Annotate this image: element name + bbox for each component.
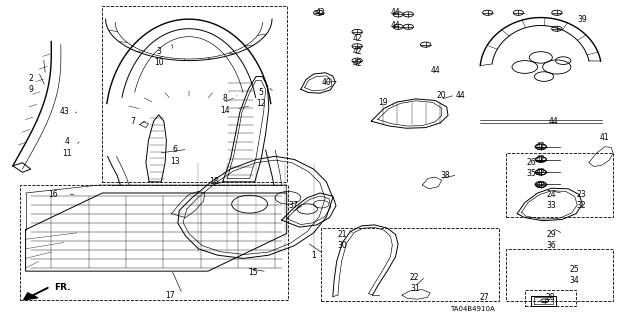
Text: 36: 36 bbox=[547, 241, 557, 250]
Text: 7: 7 bbox=[130, 117, 135, 126]
Text: 26: 26 bbox=[526, 158, 536, 167]
Text: 38: 38 bbox=[440, 171, 450, 180]
Text: 42: 42 bbox=[536, 155, 546, 164]
Bar bbox=[506, 249, 613, 301]
Text: TA04B4910A: TA04B4910A bbox=[450, 307, 495, 312]
Text: 21: 21 bbox=[338, 230, 347, 239]
Text: 22: 22 bbox=[410, 273, 419, 282]
Text: 12: 12 bbox=[257, 99, 266, 108]
Text: 19: 19 bbox=[378, 98, 388, 107]
Text: 3: 3 bbox=[156, 47, 161, 56]
Text: 44: 44 bbox=[390, 21, 401, 30]
Text: 32: 32 bbox=[576, 201, 586, 210]
Text: 37: 37 bbox=[288, 201, 298, 210]
Text: 16: 16 bbox=[48, 190, 58, 199]
Text: 29: 29 bbox=[547, 230, 557, 239]
Text: 39: 39 bbox=[577, 15, 588, 24]
Text: 41: 41 bbox=[600, 133, 610, 142]
Text: 10: 10 bbox=[154, 58, 164, 67]
Text: 34: 34 bbox=[570, 276, 580, 285]
Text: 17: 17 bbox=[164, 291, 175, 300]
Text: 6: 6 bbox=[172, 145, 177, 154]
Text: 42: 42 bbox=[352, 34, 362, 43]
Text: 18: 18 bbox=[210, 177, 219, 186]
Bar bbox=[102, 6, 287, 182]
Text: 15: 15 bbox=[248, 268, 258, 277]
Text: 33: 33 bbox=[547, 201, 557, 210]
Text: 40: 40 bbox=[321, 78, 332, 87]
Text: 43: 43 bbox=[59, 107, 69, 116]
Text: 42: 42 bbox=[352, 47, 362, 56]
Text: 35: 35 bbox=[526, 169, 536, 178]
Text: 44: 44 bbox=[456, 91, 466, 100]
Text: 28: 28 bbox=[546, 293, 555, 302]
Text: FR.: FR. bbox=[54, 283, 71, 292]
Text: 44: 44 bbox=[430, 66, 440, 75]
Bar bbox=[20, 185, 288, 300]
Text: 24: 24 bbox=[547, 190, 557, 199]
Bar bbox=[525, 290, 576, 306]
Text: 25: 25 bbox=[570, 265, 580, 274]
FancyArrow shape bbox=[24, 288, 48, 300]
Text: 2: 2 bbox=[28, 74, 33, 83]
Text: 9: 9 bbox=[28, 85, 33, 94]
Text: 30: 30 bbox=[337, 241, 348, 250]
Text: 42: 42 bbox=[315, 8, 325, 17]
Text: 4: 4 bbox=[65, 137, 70, 146]
Text: 23: 23 bbox=[576, 190, 586, 199]
Text: 14: 14 bbox=[220, 106, 230, 115]
Text: 42: 42 bbox=[352, 59, 362, 68]
Text: 42: 42 bbox=[536, 168, 546, 177]
Text: 5: 5 bbox=[259, 88, 264, 97]
Text: 11: 11 bbox=[63, 149, 72, 158]
Text: 1: 1 bbox=[311, 251, 316, 260]
Text: 44: 44 bbox=[548, 117, 559, 126]
Text: 8: 8 bbox=[223, 94, 228, 103]
Bar bbox=[321, 228, 499, 301]
Text: 27: 27 bbox=[479, 293, 489, 302]
Text: 20: 20 bbox=[436, 91, 447, 100]
Text: 44: 44 bbox=[390, 8, 401, 17]
Text: 42: 42 bbox=[536, 181, 546, 189]
Text: 42: 42 bbox=[536, 142, 546, 151]
Text: 31: 31 bbox=[410, 284, 420, 293]
Bar bbox=[506, 153, 613, 217]
Text: 13: 13 bbox=[170, 157, 180, 166]
